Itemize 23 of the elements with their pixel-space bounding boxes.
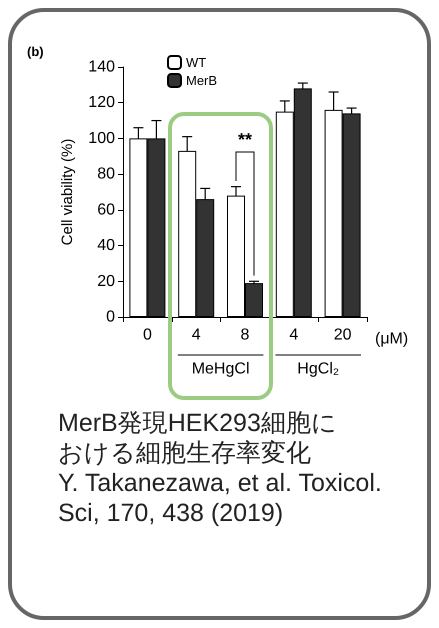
y-tick-label: 100 xyxy=(88,130,116,147)
chart-title: (b) xyxy=(27,44,44,59)
y-tick-label: 80 xyxy=(97,166,116,183)
y-tick-label: 20 xyxy=(97,272,116,290)
x-tick-label: 0 xyxy=(142,326,152,344)
y-tick-label: 140 xyxy=(88,58,116,76)
annotation: ** xyxy=(238,130,252,150)
x-tick-label: 20 xyxy=(334,326,352,344)
text: HgCl₂ xyxy=(297,360,340,378)
x-tick-label: 8 xyxy=(240,326,250,344)
text: MerB発現HEK293細胞における細胞生存率変化 xyxy=(58,408,338,468)
y-tick-label: 0 xyxy=(106,308,116,326)
legend-label: WT xyxy=(186,55,206,70)
text: (μM) xyxy=(375,330,408,348)
x-tick-label: 4 xyxy=(289,326,298,344)
x-tick-label: 4 xyxy=(192,326,201,344)
text: MeHgCl xyxy=(192,360,250,378)
text: Y. Takanezawa, et al. Toxicol. Sci, 170, 438 (2019) xyxy=(58,468,383,528)
y-tick-label: 120 xyxy=(88,94,116,112)
y-axis-title: Cell viability (%) xyxy=(59,138,76,246)
legend-label: MerB xyxy=(186,73,218,88)
y-tick-label: 40 xyxy=(97,237,116,254)
y-tick-label: 60 xyxy=(97,201,116,218)
